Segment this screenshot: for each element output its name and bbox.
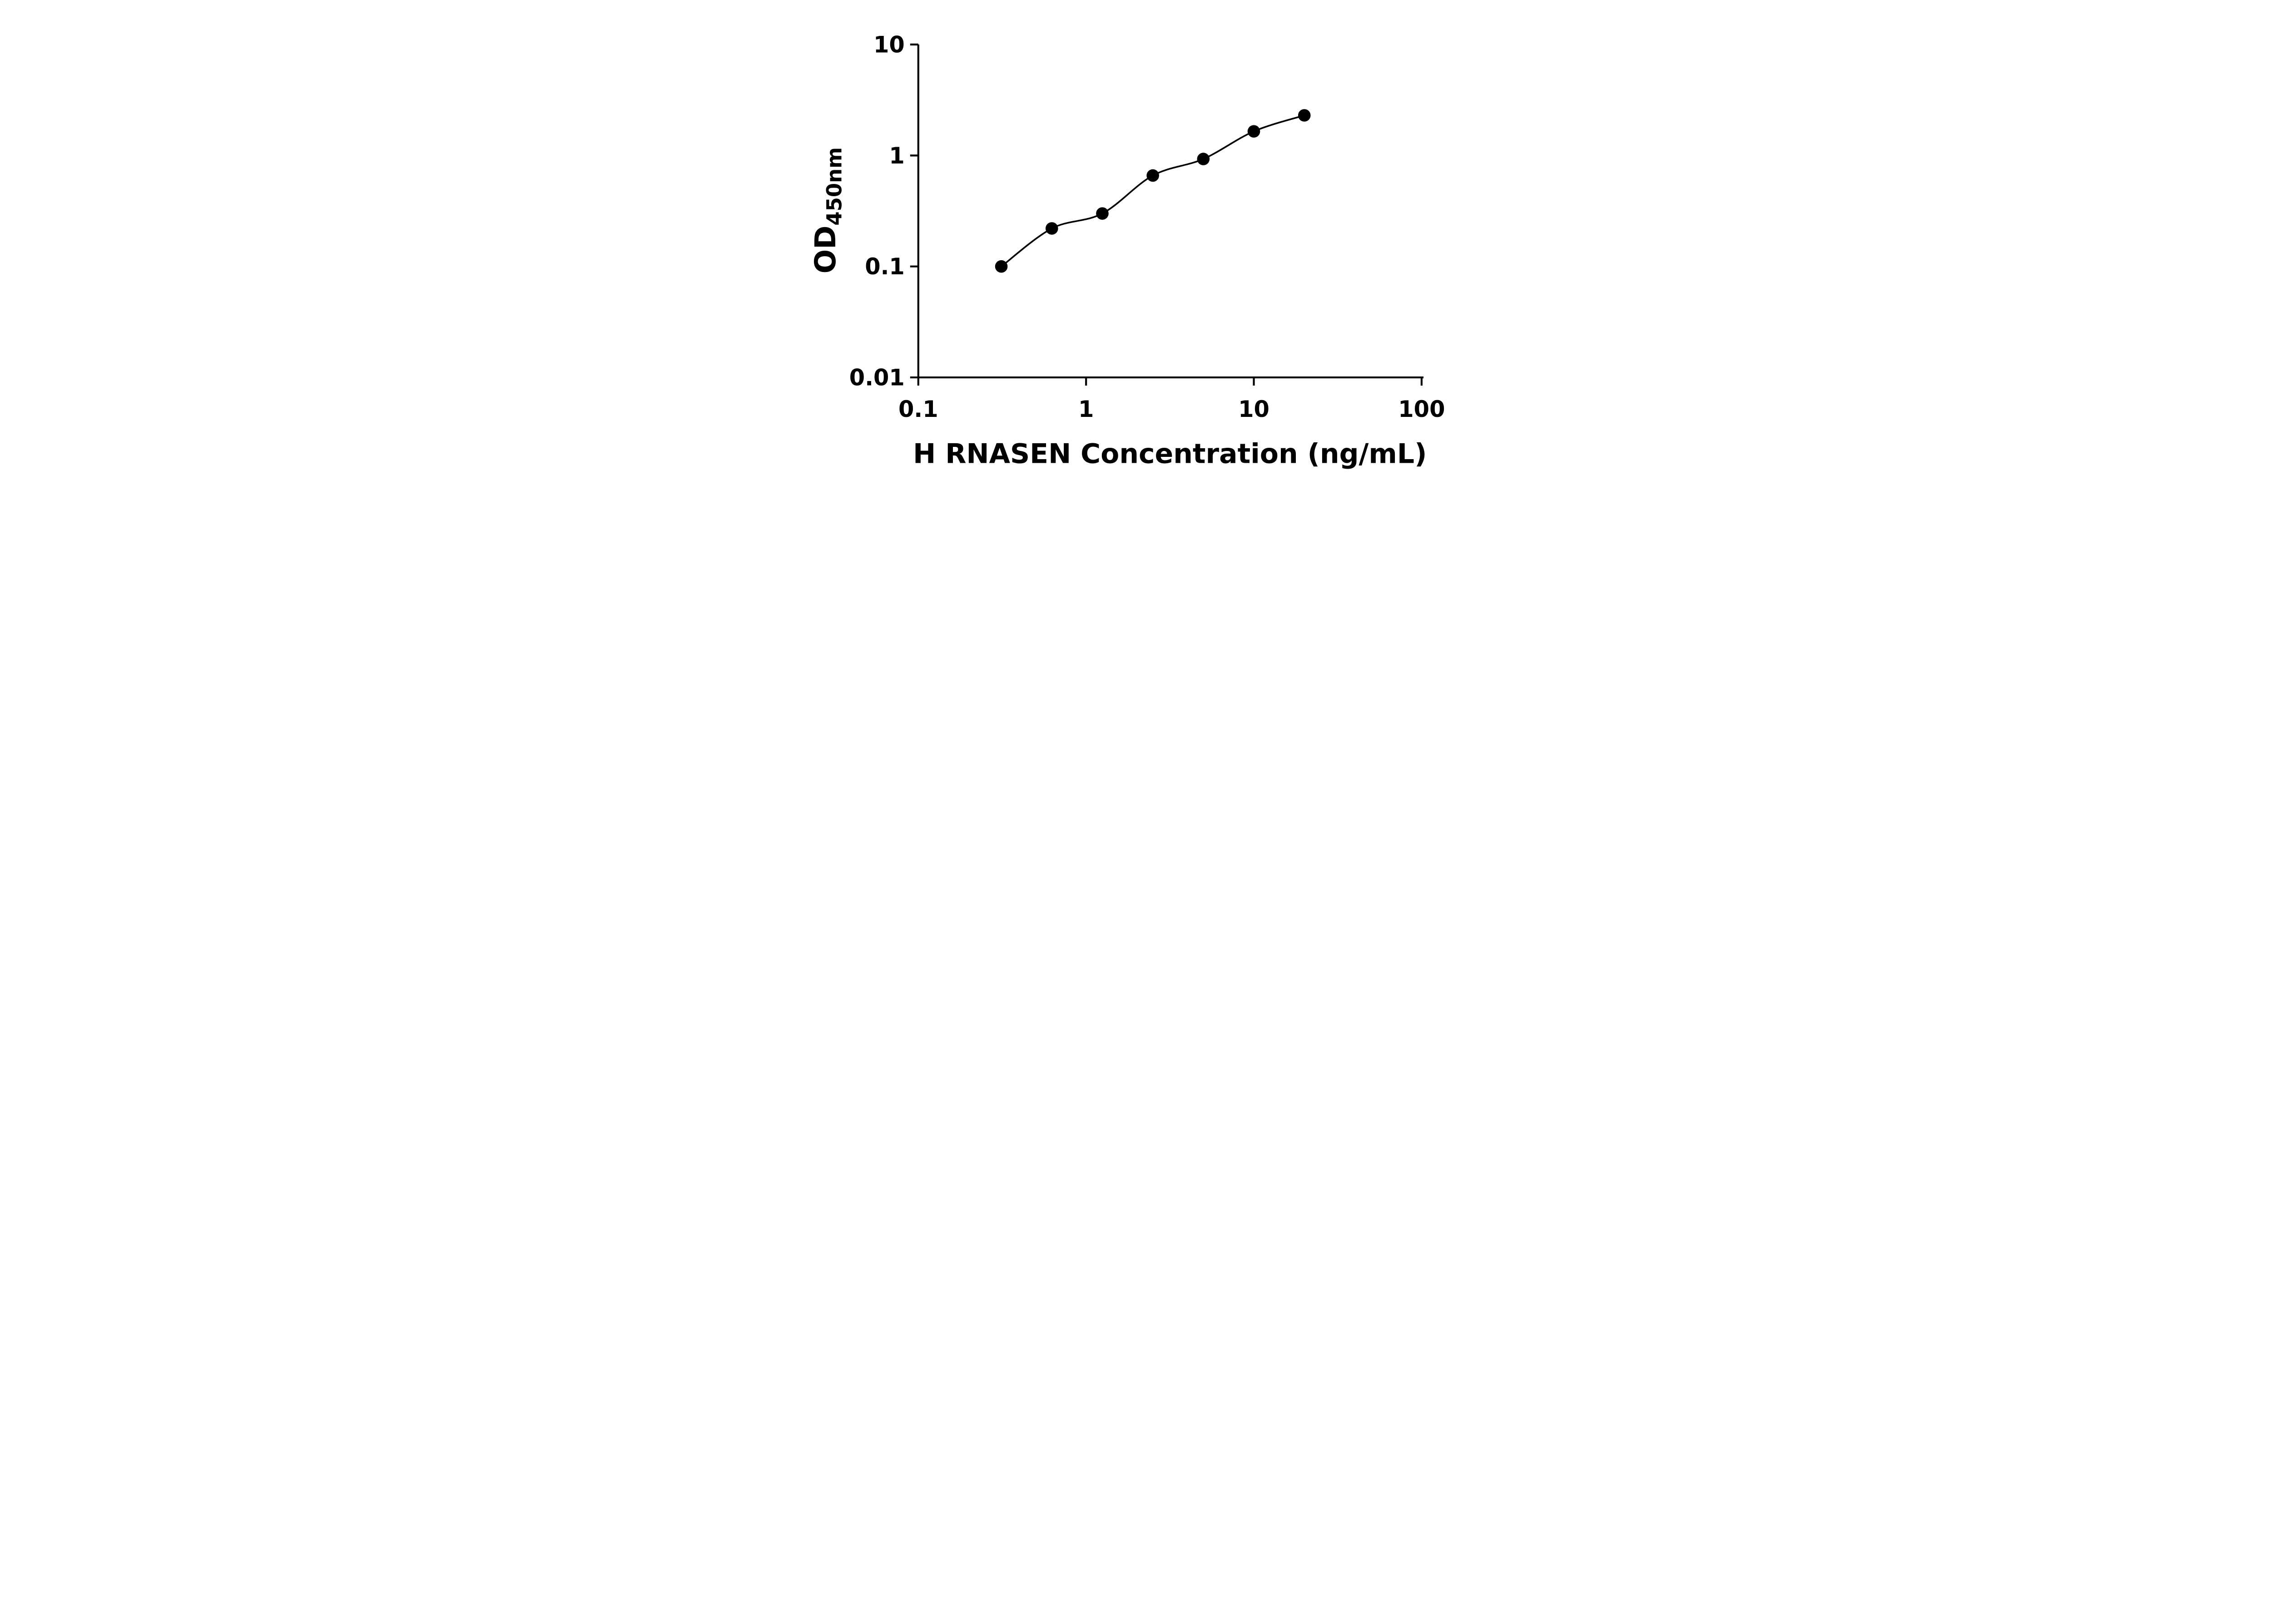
x-axis-title: H RNASEN Concentration (ng/mL) [913, 438, 1427, 470]
data-point [1096, 207, 1109, 220]
y-axis-title-subscript: 450nm [822, 147, 846, 226]
y-tick-label: 10 [873, 31, 905, 58]
data-point [1298, 109, 1311, 122]
x-tick-label: 0.1 [898, 396, 938, 422]
x-tick-label: 1 [1078, 396, 1094, 422]
x-tick-label: 100 [1398, 396, 1445, 422]
standard-curve-chart: 0.1 1 10 100 0.01 0.1 1 10 H RNASEN Concentrati… [809, 31, 1445, 470]
chart-page: 0.1 1 10 100 0.01 0.1 1 10 H RNASEN Concentrati… [783, 0, 1488, 487]
data-point [995, 260, 1008, 273]
x-tick-label: 10 [1238, 396, 1269, 422]
data-point [1146, 169, 1159, 182]
trend-curve [1001, 114, 1305, 267]
y-tick-label: 1 [889, 143, 904, 169]
data-point [1197, 153, 1210, 165]
y-tick-label: 0.01 [849, 364, 905, 391]
plot-area: 0.1 1 10 100 0.01 0.1 1 10 [849, 31, 1445, 422]
y-axis-title: OD450nm [809, 147, 846, 274]
data-point [1045, 222, 1058, 235]
data-point [1247, 125, 1260, 138]
y-axis-title-main: OD [809, 226, 842, 274]
y-tick-label: 0.1 [865, 253, 905, 280]
